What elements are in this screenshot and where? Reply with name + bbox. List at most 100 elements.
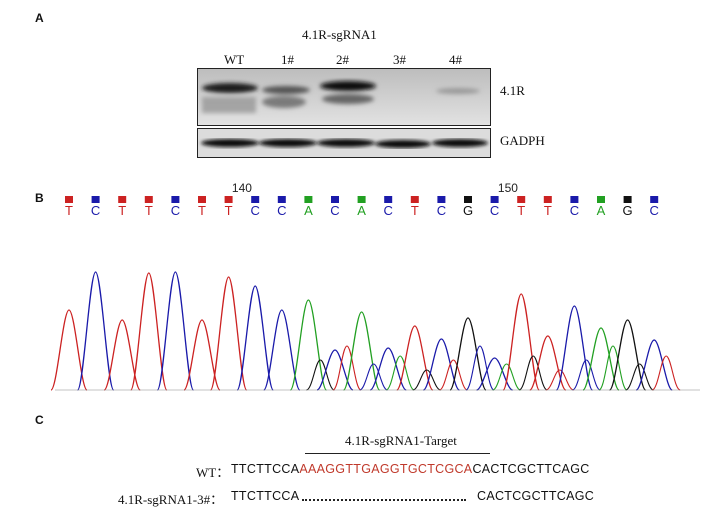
- base-quality-marker: [357, 196, 366, 203]
- blot-41r-bands: [198, 69, 490, 125]
- base-quality-marker: [570, 196, 579, 203]
- base-call-label: A: [357, 203, 366, 218]
- mutant-prefix: TTCTTCCA: [231, 489, 300, 503]
- base-quality-marker: [517, 196, 526, 203]
- blot-41r: [197, 68, 491, 126]
- chromatogram-peak: [103, 319, 141, 391]
- chromatogram-peak: [555, 305, 594, 391]
- base-quality-marker: [464, 196, 472, 203]
- chromatogram-peak: [263, 309, 301, 391]
- base-quality-marker: [171, 196, 180, 203]
- base-quality-marker: [543, 196, 552, 203]
- chromatogram: 140 150 T C T T C T T C C A C A C T C G C T T C A G C: [50, 181, 700, 391]
- blot-gadph-bands: [201, 139, 488, 148]
- base-quality-marker: [384, 196, 393, 203]
- wt-target: AAAGGTTGAGGTGCTCGCA: [299, 462, 473, 476]
- base-call-label: T: [198, 203, 206, 218]
- base-quality-marker: [597, 196, 605, 203]
- base-quality-marker: [198, 196, 206, 203]
- lane-label-1: 1#: [281, 52, 294, 67]
- base-call-label: T: [544, 203, 552, 218]
- wt-sequence: TTCTTCCAAAAGGTTGAGGTGCTCGCACACTCGCTTCAGC: [231, 462, 590, 476]
- base-call-label: T: [118, 203, 126, 218]
- base-call-label: T: [145, 203, 153, 218]
- chromatogram-peak: [209, 276, 248, 391]
- lane-label-2: 2#: [336, 52, 349, 67]
- chromatogram-secondary-peak: [412, 369, 441, 391]
- base-quality-marker: [277, 196, 286, 203]
- chromatogram-secondary-peak: [572, 359, 601, 391]
- base-call-label: C: [171, 203, 180, 218]
- mutant-label: 4.1R-sgRNA1-3#：: [118, 492, 224, 507]
- chromatogram-peak: [316, 349, 354, 391]
- panel-a-label: A: [35, 11, 44, 25]
- base-quality-marker: [490, 196, 499, 203]
- chromatogram-peak: [130, 272, 168, 391]
- chromatogram-peak: [396, 325, 434, 391]
- chromatogram-secondary-peak: [332, 345, 362, 391]
- chromatogram-peak: [289, 299, 328, 391]
- base-quality-marker: [437, 196, 446, 203]
- chromatogram-secondary-peak: [385, 355, 415, 391]
- base-call-label: T: [411, 203, 419, 218]
- base-quality-marker: [251, 196, 260, 203]
- chromatogram-secondary-peak: [306, 359, 335, 391]
- lane-label-wt: WT: [224, 52, 245, 67]
- base-call-label: T: [65, 203, 73, 218]
- target-label: 4.1R-sgRNA1-Target: [345, 433, 457, 448]
- target-overline: [305, 453, 490, 454]
- base-call-label: C: [384, 203, 393, 218]
- base-quality-marker: [91, 196, 100, 203]
- chromatogram-secondary-peak: [651, 355, 681, 391]
- deletion-dots: [302, 499, 466, 501]
- base-call-label: A: [304, 203, 313, 218]
- chromatogram-peak: [635, 339, 673, 391]
- base-call-label: C: [277, 203, 286, 218]
- base-quality-marker: [410, 196, 419, 203]
- chromatogram-peak: [156, 271, 195, 391]
- base-quality-marker: [144, 196, 153, 203]
- wt-label: WT：: [196, 465, 230, 480]
- chromatogram-peak: [342, 311, 381, 391]
- base-quality-marker: [650, 196, 659, 203]
- base-call-label: A: [597, 203, 606, 218]
- chromatogram-secondary-peak: [359, 363, 388, 391]
- base-call-label: T: [225, 203, 233, 218]
- base-call-label: C: [91, 203, 100, 218]
- wt-prefix: TTCTTCCA: [231, 462, 300, 476]
- ruler-label-150: 150: [498, 181, 518, 195]
- base-quality-marker: [623, 196, 632, 203]
- mutant-suffix: CACTCGCTTCAGC: [477, 489, 595, 503]
- chromatogram-secondary-peak: [465, 345, 495, 391]
- chromatogram-peak: [449, 317, 487, 391]
- base-call-label: C: [437, 203, 446, 218]
- ruler-label-140: 140: [232, 181, 252, 195]
- base-quality-marker: [304, 196, 313, 203]
- base-quality-marker: [224, 196, 233, 203]
- chromatogram-secondary-peak: [492, 363, 521, 391]
- blot-gadph: [197, 128, 491, 158]
- blot-title: 4.1R-sgRNA1: [302, 27, 377, 42]
- chromatogram-secondary-peak: [625, 363, 654, 391]
- wt-suffix: CACTCGCTTCAGC: [472, 462, 590, 476]
- panel-b-label: B: [35, 191, 44, 205]
- chromatogram-peak: [608, 319, 647, 391]
- base-call-label: C: [490, 203, 499, 218]
- chromatogram-peak: [236, 285, 274, 391]
- base-call-label: C: [650, 203, 659, 218]
- chromatogram-peak: [76, 271, 115, 391]
- chromatogram-secondary-peak: [518, 355, 548, 391]
- lane-label-3: 3#: [393, 52, 406, 67]
- base-call-label: G: [623, 203, 633, 218]
- base-quality-marker: [118, 196, 127, 203]
- chromatogram-secondary-peak: [598, 345, 628, 391]
- lane-label-4: 4#: [449, 52, 462, 67]
- base-quality-marker: [65, 196, 73, 203]
- base-call-label: T: [517, 203, 525, 218]
- base-call-label: G: [463, 203, 473, 218]
- chromatogram-peak: [582, 327, 620, 391]
- chromatogram-secondary-peak: [545, 369, 574, 391]
- band-label-41r: 4.1R: [500, 83, 525, 98]
- chromatogram-peak: [476, 357, 513, 391]
- chromatogram-peak: [502, 293, 540, 391]
